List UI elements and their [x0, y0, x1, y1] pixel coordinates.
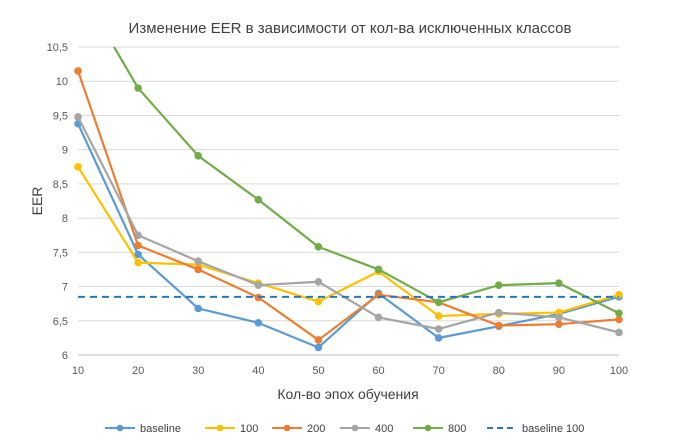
- data-point-800: [615, 309, 623, 318]
- data-point-400: [74, 113, 82, 121]
- legend-marker: [424, 424, 432, 432]
- x-tick-label: 100: [610, 365, 628, 377]
- legend-marker: [116, 424, 124, 432]
- legend-marker: [351, 424, 359, 432]
- legend-label: baseline 100: [522, 423, 584, 435]
- data-point-100: [434, 312, 443, 320]
- data-point-100: [74, 162, 82, 171]
- data-point-100: [615, 290, 623, 299]
- data-point-200: [494, 321, 503, 330]
- data-point-400: [494, 308, 503, 317]
- data-point-200: [134, 241, 142, 250]
- axes: 6 6,5 7 7,5 8 8,5 9 9,5 10 10,5 10 20 30 40 50 60 70 80 90…: [47, 42, 629, 377]
- y-tick-label: 6: [62, 350, 68, 362]
- data-point-baseline: [134, 250, 142, 259]
- data-point-200: [194, 265, 203, 274]
- data-point-400: [254, 281, 263, 289]
- x-tick-label: 10: [72, 365, 84, 377]
- data-point-200: [74, 67, 82, 75]
- data-point-400: [434, 325, 443, 333]
- legend: baseline 100 200 400 800 baseline 100: [105, 423, 584, 435]
- plot-area: [74, 47, 623, 352]
- data-point-100: [134, 258, 142, 267]
- chart-title: Изменение EER в зависимости от кол-ва ис…: [129, 20, 572, 37]
- x-tick-label: 80: [493, 365, 505, 377]
- y-tick-label: 10: [56, 76, 68, 88]
- legend-item-400: 400: [340, 423, 393, 435]
- x-tick-label: 70: [433, 365, 445, 377]
- data-point-800: [134, 84, 142, 92]
- y-tick-label: 8,5: [53, 179, 68, 191]
- legend-label: 400: [375, 423, 393, 435]
- legend-item-100: 100: [205, 423, 258, 435]
- data-point-200: [314, 336, 323, 344]
- legend-item-200: 200: [272, 423, 325, 435]
- y-tick-label: 8: [62, 213, 68, 225]
- data-point-400: [134, 231, 142, 240]
- data-point-100: [314, 297, 323, 306]
- data-point-200: [555, 320, 563, 329]
- legend-label: 800: [448, 423, 466, 435]
- data-point-400: [194, 257, 203, 266]
- data-point-800: [194, 152, 203, 160]
- data-point-400: [314, 277, 323, 286]
- legend-label: 200: [307, 423, 325, 435]
- legend-label: baseline: [140, 423, 181, 435]
- data-point-baseline: [434, 334, 443, 342]
- series-line-100: [77, 166, 620, 318]
- data-point-baseline: [194, 304, 203, 313]
- y-tick-label: 9,5: [53, 110, 68, 122]
- data-point-baseline: [254, 319, 263, 327]
- x-tick-label: 90: [553, 365, 565, 377]
- y-tick-label: 10,5: [47, 42, 68, 54]
- series-line-200: [76, 70, 620, 342]
- legend-marker: [216, 424, 224, 432]
- legend-marker: [283, 424, 291, 432]
- x-tick-label: 40: [252, 365, 264, 377]
- x-axis-title: Кол-во эпох обучения: [277, 386, 418, 402]
- series-line-baseline: [77, 123, 620, 349]
- legend-item-baseline-100: baseline 100: [487, 423, 584, 435]
- x-tick-label: 60: [372, 365, 384, 377]
- y-tick-label: 7: [62, 282, 68, 294]
- data-point-400: [555, 313, 563, 322]
- x-tick-label: 50: [312, 365, 324, 377]
- legend-item-baseline: baseline: [105, 423, 181, 435]
- y-tick-label: 9: [62, 145, 68, 157]
- data-point-800: [434, 298, 443, 307]
- data-point-200: [615, 315, 623, 324]
- series-line-800: [112, 47, 620, 315]
- y-tick-label: 7,5: [53, 247, 68, 259]
- gridlines: [78, 46, 619, 322]
- data-point-800: [314, 243, 323, 251]
- x-tick-label: 20: [132, 365, 144, 377]
- data-point-400: [374, 313, 383, 322]
- x-tick-label: 30: [192, 365, 204, 377]
- data-point-800: [494, 281, 503, 289]
- y-tick-label: 6,5: [53, 316, 68, 328]
- y-axis-title: EER: [29, 187, 45, 216]
- data-point-baseline: [314, 343, 323, 352]
- legend-label: 100: [240, 423, 258, 435]
- data-point-400: [615, 328, 623, 337]
- data-point-800: [374, 265, 383, 274]
- data-point-800: [254, 195, 263, 204]
- data-point-800: [555, 279, 563, 287]
- series-line-400: [77, 116, 620, 334]
- legend-item-800: 800: [413, 423, 466, 435]
